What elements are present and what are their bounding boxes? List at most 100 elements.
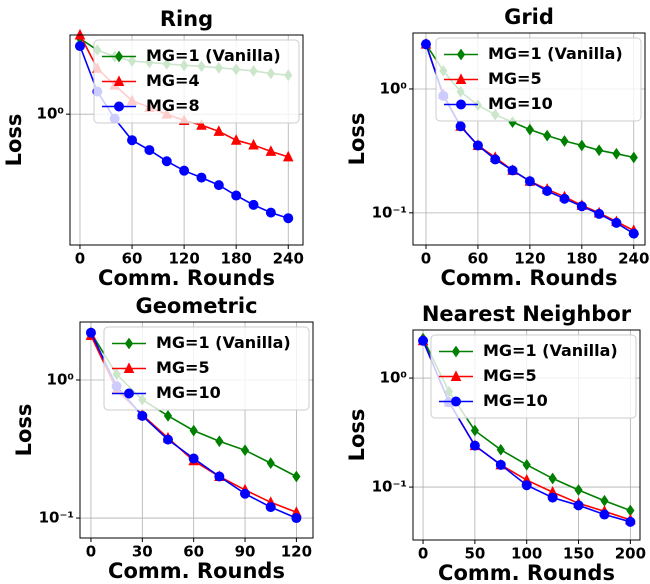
- x-tick-label: 120: [281, 543, 312, 561]
- marker: [628, 228, 639, 239]
- legend-label: MG=1 (Vanilla): [488, 44, 623, 63]
- legend: MG=1 (Vanilla) MG=4 MG=8: [93, 39, 300, 124]
- legend-label: MG=5: [488, 69, 542, 88]
- marker: [266, 457, 275, 469]
- marker: [451, 396, 461, 407]
- subplot: 0 30 60 90 120 10⁻¹ 10⁰ Geometric Comm. Rounds Lo…: [12, 294, 314, 583]
- marker: [213, 180, 224, 191]
- x-tick-label: 120: [168, 250, 199, 268]
- marker: [456, 99, 466, 110]
- marker: [577, 139, 586, 152]
- marker: [215, 435, 224, 448]
- x-tick-label: 200: [615, 545, 646, 563]
- legend-label: MG=5: [156, 358, 210, 377]
- chart-title: Nearest Neighbor: [422, 302, 632, 326]
- legend-box: [93, 39, 300, 124]
- marker: [450, 370, 462, 381]
- marker: [451, 345, 461, 358]
- marker: [576, 201, 587, 212]
- y-axis-label: Loss: [345, 113, 369, 166]
- y-axis-label: Loss: [12, 404, 36, 457]
- marker: [547, 492, 558, 503]
- subplot: 0 60 120 180 240 10⁰ Ring Comm. Rounds Loss MG=1 …: [2, 7, 304, 290]
- subplot: 0 50 100 150 200 10⁻¹ 10⁰ Nearest Neighbor Comm.…: [345, 302, 646, 584]
- marker: [507, 165, 518, 176]
- legend-box: [435, 37, 642, 122]
- marker: [74, 41, 85, 52]
- marker: [543, 129, 552, 142]
- marker: [196, 119, 207, 130]
- axes-frame: [412, 329, 641, 541]
- marker: [265, 145, 277, 156]
- x-tick-label: 90: [235, 543, 256, 561]
- legend-box: [430, 334, 637, 419]
- y-tick-label: 10⁰: [47, 370, 74, 388]
- marker: [629, 151, 638, 164]
- marker: [573, 500, 584, 511]
- x-tick-label: 60: [183, 543, 204, 561]
- x-tick-label: 30: [132, 543, 153, 561]
- marker: [265, 207, 276, 218]
- marker: [265, 502, 276, 513]
- legend-label: MG=10: [156, 383, 221, 402]
- marker: [231, 190, 242, 201]
- legend-label: MG=4: [146, 71, 200, 90]
- marker: [469, 440, 480, 451]
- marker: [124, 388, 134, 399]
- marker: [137, 410, 148, 421]
- marker: [85, 327, 96, 338]
- marker: [559, 193, 570, 204]
- marker: [599, 509, 610, 520]
- marker: [282, 150, 294, 162]
- marker: [248, 138, 259, 150]
- x-tick-label: 0: [418, 545, 428, 563]
- marker: [214, 471, 225, 482]
- marker: [418, 335, 429, 346]
- marker: [420, 39, 431, 50]
- x-tick-label: 120: [514, 250, 545, 268]
- marker: [495, 459, 506, 470]
- x-axis-label: Comm. Rounds: [441, 266, 618, 290]
- marker: [594, 208, 605, 219]
- legend-label: MG=8: [146, 96, 200, 115]
- marker: [496, 443, 505, 456]
- x-tick-label: 0: [86, 543, 96, 561]
- y-tick-label: 10⁻¹: [372, 203, 407, 221]
- axes-frame: [69, 34, 304, 246]
- x-tick-label: 50: [464, 545, 485, 563]
- marker: [521, 480, 532, 491]
- marker: [611, 217, 622, 228]
- marker: [625, 516, 636, 527]
- subplot: 0 60 120 180 240 10⁻¹ 10⁰ Grid Comm. Rounds Loss M…: [345, 5, 649, 290]
- x-axis-label: Comm. Rounds: [98, 266, 275, 290]
- marker: [470, 424, 479, 437]
- marker: [240, 488, 251, 499]
- legend: MG=1 (Vanilla) MG=5 MG=10: [435, 37, 642, 122]
- chart-title: Ring: [160, 7, 213, 31]
- marker: [292, 470, 301, 483]
- marker: [574, 484, 583, 496]
- y-axis-label: Loss: [2, 114, 26, 167]
- x-axis-label: Comm. Rounds: [438, 561, 615, 584]
- legend-label: MG=1 (Vanilla): [146, 46, 281, 65]
- marker: [525, 123, 534, 136]
- y-tick-label: 10⁰: [380, 369, 407, 387]
- y-tick-label: 10⁻¹: [372, 478, 407, 496]
- chart-title: Geometric: [135, 294, 257, 318]
- marker: [114, 101, 124, 112]
- marker: [455, 73, 467, 84]
- legend-box: [103, 326, 310, 411]
- marker: [230, 134, 242, 145]
- x-tick-label: 150: [563, 545, 594, 563]
- chart-title: Grid: [504, 5, 554, 29]
- axes-frame: [412, 32, 646, 246]
- marker: [456, 48, 466, 61]
- marker: [472, 140, 483, 151]
- marker: [248, 199, 259, 210]
- legend-label: MG=10: [483, 391, 548, 410]
- marker: [144, 145, 155, 156]
- marker: [113, 75, 125, 86]
- x-tick-label: 240: [618, 250, 649, 268]
- marker: [162, 434, 173, 445]
